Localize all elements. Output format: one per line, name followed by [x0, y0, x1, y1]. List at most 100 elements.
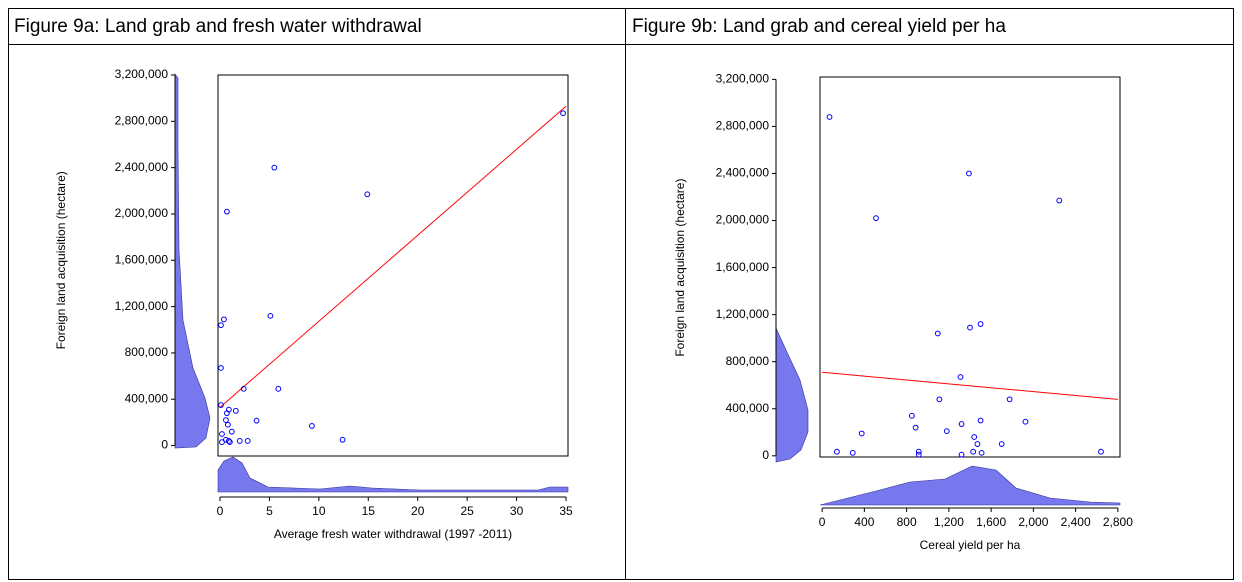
scatter-point [271, 164, 278, 171]
x-axis-title: Average fresh water withdrawal (1997 -20… [274, 527, 512, 541]
scatter-point [978, 449, 985, 456]
scatter-point [909, 412, 915, 419]
y-tick-label: 2,400,000 [716, 166, 770, 180]
x-tick-label: 30 [510, 504, 524, 518]
scatter-point [309, 422, 315, 429]
table-border [8, 8, 1234, 580]
y-tick-label: 1,200,000 [115, 299, 169, 313]
scatter-point [219, 431, 225, 437]
scatter-point [221, 316, 227, 323]
x-tick-label: 35 [559, 504, 573, 518]
scatter-point [224, 421, 231, 428]
y-tick-label: 2,000,000 [716, 213, 770, 227]
scatter-point [974, 441, 981, 447]
scatter-point [915, 448, 922, 455]
scatter-point [253, 417, 260, 424]
scatter-point [232, 407, 239, 414]
x-tick-label: 15 [362, 504, 376, 518]
scatter-point [218, 322, 224, 329]
x-tick-label: 5 [266, 504, 273, 518]
y-tick-label: 2,800,000 [716, 119, 770, 133]
y-tick-label: 2,800,000 [115, 113, 169, 127]
scatter-point [1056, 197, 1063, 204]
scatter-point [977, 321, 984, 327]
x-tick-label: 400 [854, 515, 874, 529]
scatter-point [218, 365, 224, 371]
figure-title: Figure 9b: Land grab and cereal yield pe… [632, 16, 1006, 37]
y-tick-label: 400,000 [726, 401, 770, 415]
scatter-point [1022, 418, 1029, 425]
scatter-point [915, 451, 922, 458]
scatter-point [339, 436, 346, 443]
plot-frame [819, 76, 1121, 458]
x-tick-label: 1,600 [976, 515, 1006, 529]
y-tick-label: 3,200,000 [115, 67, 169, 81]
scatter-point [977, 417, 984, 424]
x-tick-label: 2,400 [1061, 515, 1091, 529]
x-tick-label: 10 [312, 504, 326, 518]
x-tick-label: 2,000 [1018, 515, 1048, 529]
scatter-point [228, 428, 235, 435]
scatter-point [1006, 396, 1013, 403]
scatter-point [943, 428, 950, 435]
y-tick-label: 3,200,000 [716, 72, 770, 86]
scatter-point [966, 170, 972, 177]
scatter-point [970, 448, 977, 455]
scatter-point [912, 424, 919, 431]
trend-line [219, 105, 567, 408]
y-tick-label: 1,200,000 [716, 307, 770, 321]
scatter-point [226, 439, 233, 446]
x-tick-label: 25 [460, 504, 474, 518]
figure-title: Figure 9a: Land grab and fresh water wit… [14, 16, 422, 37]
y-axis-title: Foreign land acquisition (hectare) [673, 179, 687, 357]
scatter-point [998, 441, 1005, 447]
y-tick-label: 1,600,000 [716, 260, 770, 274]
scatter-point [958, 421, 965, 427]
plot-frame [217, 74, 569, 457]
y-axis-title: Foreign land acquisition (hectare) [54, 171, 68, 349]
scatter-point [957, 374, 964, 380]
scatter-point [244, 438, 251, 444]
scatter-point [958, 451, 965, 458]
scatter-point [873, 215, 879, 222]
y-density [775, 327, 809, 463]
x-tick-label: 1,200 [934, 515, 964, 529]
x-tick-label: 0 [819, 515, 826, 529]
y-tick-label: 800,000 [726, 354, 770, 368]
scatter-point [858, 430, 865, 437]
scatter-point [826, 114, 833, 120]
density-plots [174, 73, 1121, 506]
scatter-point [223, 208, 230, 215]
x-tick-label: 2,800 [1103, 515, 1133, 529]
trend-line [822, 371, 1118, 400]
y-tick-label: 800,000 [125, 345, 169, 359]
scatter-point [218, 402, 224, 408]
y-tick-label: 400,000 [125, 391, 169, 405]
scatter-point [967, 324, 973, 331]
scatter-point [236, 438, 243, 444]
x-tick-label: 20 [411, 504, 425, 518]
scatter-point [223, 417, 229, 424]
scatter-point [223, 410, 230, 417]
scatter-point [971, 434, 978, 440]
scatter-point [225, 438, 232, 444]
y-density [174, 73, 211, 449]
scatter-point [267, 312, 274, 319]
scatter-point [240, 385, 247, 392]
scatter-point [849, 449, 856, 456]
table-frame [8, 8, 1234, 580]
x-density [819, 465, 1121, 506]
scatter-point [364, 191, 371, 198]
scatter-point [560, 110, 566, 117]
scatter-point [275, 385, 282, 392]
scatter-point [219, 439, 225, 446]
y-tick-label: 0 [762, 448, 769, 462]
x-tick-label: 800 [897, 515, 917, 529]
y-tick-label: 0 [161, 438, 168, 452]
x-axis-title: Cereal yield per ha [920, 538, 1021, 552]
y-tick-label: 1,600,000 [115, 252, 169, 266]
y-tick-label: 2,000,000 [115, 206, 169, 220]
x-tick-label: 0 [217, 504, 224, 518]
scatter-point [834, 448, 840, 455]
